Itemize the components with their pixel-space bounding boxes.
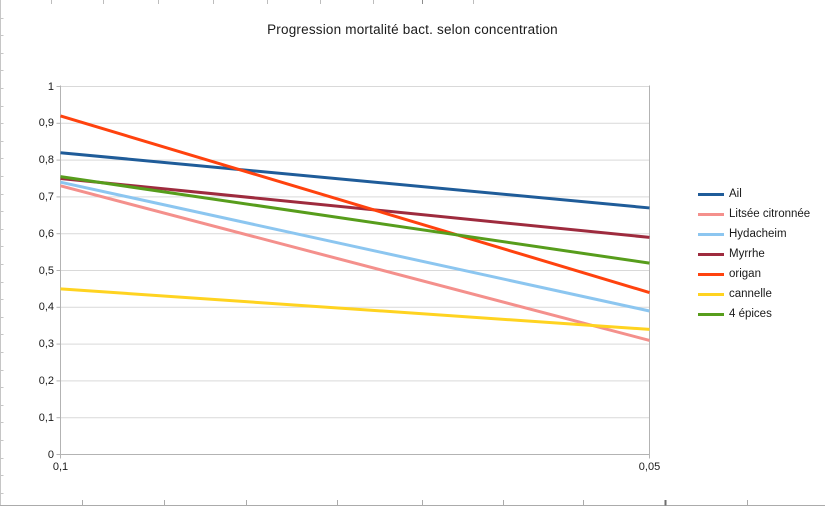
legend-item-ail: Ail	[698, 184, 810, 204]
legend-item-origan: origan	[698, 264, 810, 284]
legend-swatch-line	[698, 292, 724, 296]
series-line-ail	[60, 151, 650, 210]
y-tick-label: 0,4	[38, 301, 54, 314]
chart-title: Progression mortalité bact. selon concen…	[267, 22, 558, 37]
legend-label: Hydacheim	[729, 228, 787, 240]
y-tick-label: 0,7	[38, 190, 54, 203]
series-line-origan	[60, 114, 650, 295]
legend-item-myrrhe: Myrrhe	[698, 244, 810, 264]
y-tick-label: 0,6	[38, 227, 54, 240]
legend-swatch-line	[698, 232, 724, 236]
legend-swatch-line	[698, 192, 724, 196]
legend-swatch-line	[698, 272, 724, 276]
y-tick-label: 0,3	[38, 338, 54, 351]
series-line-4-pices	[60, 175, 650, 265]
legend-swatch-line	[698, 252, 724, 256]
series-line-hydacheim	[60, 180, 650, 313]
legend-item-litsee-citronnee: Litsée citronnée	[698, 204, 810, 224]
chart-legend: Ail Litsée citronnée Hydacheim Myrrhe or…	[698, 184, 810, 324]
legend-label: Litsée citronnée	[729, 208, 811, 220]
y-tick-label: 0,1	[38, 411, 54, 424]
legend-item-cannelle: cannelle	[698, 284, 810, 304]
y-tick-label: 0,2	[38, 374, 54, 387]
legend-swatch-line	[698, 312, 724, 316]
x-tick-label: 0,1	[52, 461, 69, 473]
series-line-myrrhe	[60, 177, 650, 239]
legend-swatch-line	[698, 212, 724, 216]
y-tick-label: 1	[47, 80, 54, 93]
legend-item-4-epices: 4 épices	[698, 304, 810, 324]
x-tick-label: 0,05	[638, 461, 661, 473]
y-tick-label: 0	[47, 448, 54, 461]
legend-label: 4 épices	[729, 308, 772, 320]
legend-label: origan	[729, 268, 761, 280]
series-line-cannelle	[60, 287, 650, 331]
legend-label: cannelle	[729, 288, 772, 300]
legend-label: Ail	[729, 188, 742, 200]
legend-item-hydacheim: Hydacheim	[698, 224, 810, 244]
legend-label: Myrrhe	[729, 248, 765, 260]
y-tick-label: 0,9	[38, 117, 54, 130]
y-tick-label: 0,8	[38, 154, 54, 167]
y-tick-label: 0,5	[38, 264, 54, 277]
series-line-lits-e-citronn-e	[60, 184, 650, 342]
